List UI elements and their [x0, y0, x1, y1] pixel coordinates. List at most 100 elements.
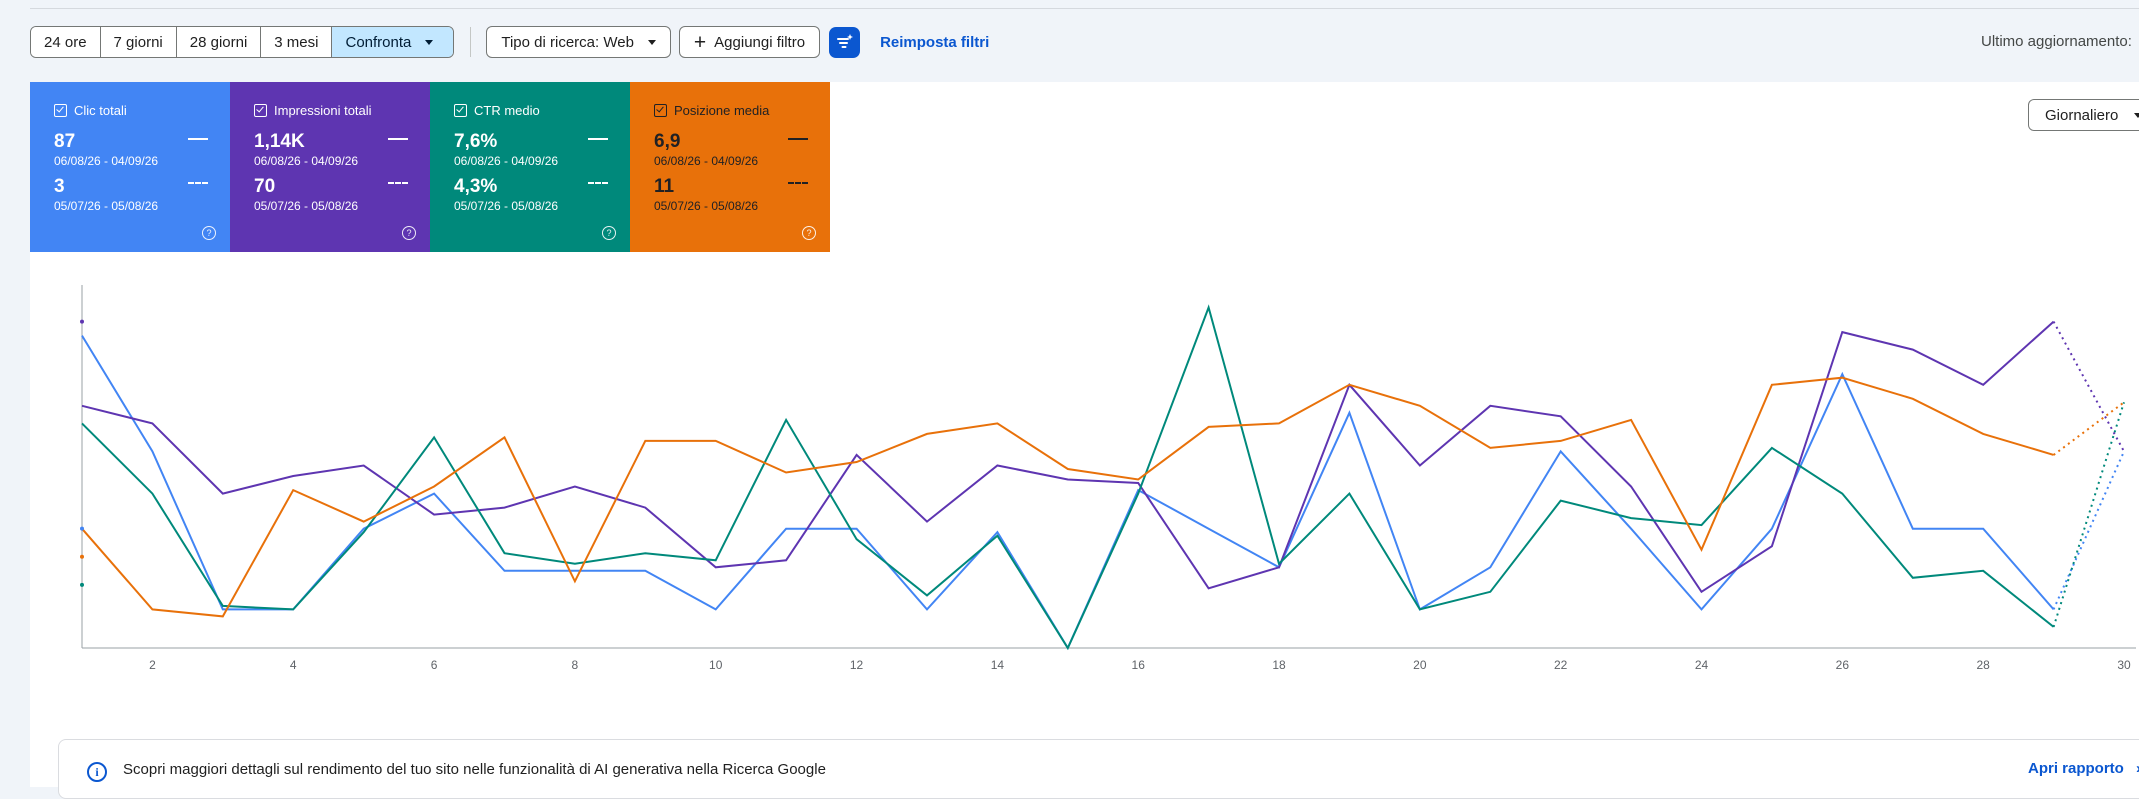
metric-card-clicks[interactable]: Clic totali 87 06/08/26 - 04/09/26 3 05/… — [30, 82, 230, 252]
x-tick-label: 16 — [1132, 658, 1146, 672]
series-line-2 — [81, 320, 2055, 594]
previous-period-marker-3 — [80, 554, 84, 559]
checkbox-icon — [654, 104, 667, 117]
metric-cards: Clic totali 87 06/08/26 - 04/09/26 3 05/… — [30, 82, 830, 252]
card-title: Clic totali — [74, 103, 127, 118]
previous-value: 11 — [654, 176, 675, 197]
current-range: 06/08/26 - 04/09/26 — [654, 154, 759, 168]
current-value: 87 — [54, 131, 76, 152]
chevron-down-icon — [2134, 112, 2139, 118]
series-line-3 — [81, 304, 2055, 651]
previous-range: 05/07/26 - 05/08/26 — [54, 199, 159, 213]
series-projection-1 — [2052, 451, 2125, 610]
filter-options-button[interactable] — [829, 26, 861, 58]
current-range: 06/08/26 - 04/09/26 — [454, 154, 559, 168]
chevron-down-icon — [647, 39, 656, 45]
help-icon[interactable]: ? — [402, 226, 416, 240]
series-projection-3 — [2052, 402, 2125, 628]
previous-value: 4,3% — [454, 176, 498, 197]
range-3m-button[interactable]: 3 mesi — [261, 27, 333, 57]
search-type-label: Tipo di ricerca: Web — [501, 33, 634, 51]
performance-panel: 2 4 6 8 10 12 14 16 18 20 22 24 26 28 30 Clic totali 8… — [30, 82, 2139, 799]
card-title: Impressioni totali — [274, 103, 372, 118]
x-tick-label: 20 — [1413, 658, 1427, 672]
x-tick-label: 26 — [1836, 658, 1850, 672]
series-projection-4 — [2052, 401, 2125, 456]
series-line-4 — [81, 376, 2054, 618]
x-tick-label: 2 — [149, 658, 156, 672]
current-value: 7,6% — [454, 131, 498, 152]
checkbox-icon — [454, 104, 467, 117]
x-tick-label: 14 — [991, 658, 1005, 672]
top-divider — [30, 8, 2139, 9]
card-header: Posizione media — [654, 103, 830, 118]
search-type-filter[interactable]: Tipo di ricerca: Web — [486, 26, 671, 58]
open-report-link[interactable]: Apri rapporto › — [2028, 760, 2139, 777]
current-metric: 1,14K 06/08/26 - 04/09/26 — [254, 132, 430, 168]
performance-chart: 2 4 6 8 10 12 14 16 18 20 22 24 26 28 30 — [80, 285, 2136, 672]
x-tick-label: 6 — [431, 658, 438, 672]
current-range: 06/08/26 - 04/09/26 — [254, 154, 359, 168]
reset-filters-link[interactable]: Reimposta filtri — [880, 33, 990, 51]
compare-button[interactable]: Confronta — [332, 27, 454, 57]
x-tick-label: 18 — [1272, 658, 1286, 672]
card-header: Impressioni totali — [254, 103, 430, 118]
metric-card-position[interactable]: Posizione media 6,9 06/08/26 - 04/09/26 … — [630, 82, 830, 252]
plus-icon: + — [693, 30, 707, 54]
x-tick-label: 22 — [1554, 658, 1568, 672]
previous-range: 05/07/26 - 05/08/26 — [254, 199, 359, 213]
current-range: 06/08/26 - 04/09/26 — [54, 154, 159, 168]
series-line-1 — [81, 335, 2055, 651]
help-icon[interactable]: ? — [802, 226, 816, 240]
solid-line-legend-icon — [588, 138, 608, 140]
solid-line-legend-icon — [788, 138, 808, 140]
x-tick-label: 12 — [850, 658, 864, 672]
help-icon[interactable]: ? — [202, 226, 216, 240]
banner-text: Scopri maggiori dettagli sul rendimento … — [123, 761, 826, 778]
info-icon: i — [87, 762, 107, 782]
dashed-line-legend-icon — [388, 182, 408, 184]
dashed-line-legend-icon — [588, 182, 608, 184]
solid-line-legend-icon — [188, 138, 208, 140]
solid-line-legend-icon — [388, 138, 408, 140]
current-value: 6,9 — [654, 131, 681, 152]
current-metric: 6,9 06/08/26 - 04/09/26 — [654, 132, 830, 168]
range-7d-button[interactable]: 7 giorni — [100, 27, 177, 57]
granularity-label: Giornaliero — [2045, 106, 2119, 124]
previous-period-marker-2 — [80, 526, 84, 531]
checkbox-icon — [54, 104, 67, 117]
previous-metric: 11 05/07/26 - 05/08/26 — [654, 177, 830, 213]
granularity-select[interactable]: Giornaliero — [2028, 99, 2139, 131]
previous-period-marker-1 — [80, 319, 84, 324]
previous-value: 3 — [54, 176, 65, 197]
previous-metric: 4,3% 05/07/26 - 05/08/26 — [454, 177, 630, 213]
range-28d-button[interactable]: 28 giorni — [176, 27, 262, 57]
help-icon[interactable]: ? — [602, 226, 616, 240]
x-tick-label: 30 — [2117, 658, 2131, 672]
range-24h-button[interactable]: 24 ore — [31, 27, 101, 57]
chevron-down-icon — [425, 39, 434, 45]
filter-sparkle-icon — [836, 34, 853, 48]
add-filter-button[interactable]: + Aggiungi filtro — [678, 26, 821, 58]
dashed-line-legend-icon — [788, 182, 808, 184]
previous-range: 05/07/26 - 05/08/26 — [454, 199, 559, 213]
metric-card-ctr[interactable]: CTR medio 7,6% 06/08/26 - 04/09/26 4,3% … — [430, 82, 630, 252]
chevron-right-icon: › — [2136, 760, 2139, 777]
add-filter-label: Aggiungi filtro — [714, 33, 806, 51]
previous-metric: 70 05/07/26 - 05/08/26 — [254, 177, 430, 213]
metric-card-impressions[interactable]: Impressioni totali 1,14K 06/08/26 - 04/0… — [230, 82, 430, 252]
previous-range: 05/07/26 - 05/08/26 — [654, 199, 759, 213]
x-tick-label: 24 — [1695, 658, 1709, 672]
current-metric: 7,6% 06/08/26 - 04/09/26 — [454, 132, 630, 168]
toolbar-divider — [470, 27, 472, 57]
x-tick-label: 10 — [709, 658, 723, 672]
card-header: Clic totali — [54, 103, 230, 118]
ai-features-banner: i Scopri maggiori dettagli sul rendiment… — [58, 739, 2139, 799]
current-metric: 87 06/08/26 - 04/09/26 — [54, 132, 230, 168]
series-projection-2 — [2052, 321, 2125, 452]
current-value: 1,14K — [254, 131, 305, 152]
x-tick-label: 4 — [290, 658, 297, 672]
open-report-label: Apri rapporto — [2028, 760, 2124, 777]
x-tick-label: 8 — [572, 658, 579, 672]
compare-label: Confronta — [345, 33, 412, 51]
